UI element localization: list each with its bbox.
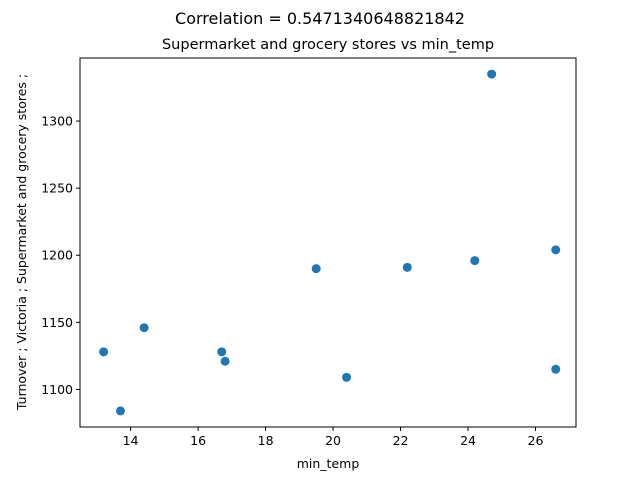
data-point (487, 69, 497, 79)
y-tick-label: 1100 (41, 382, 73, 397)
data-point (139, 323, 149, 333)
data-point (115, 406, 125, 416)
x-tick-label: 20 (325, 433, 341, 448)
x-tick-label: 26 (528, 433, 544, 448)
y-tick-label: 1200 (41, 248, 73, 263)
y-tick-label: 1300 (41, 114, 73, 129)
x-tick-label: 24 (460, 433, 476, 448)
chart-title: Supermarket and grocery stores vs min_te… (162, 37, 494, 53)
data-point (217, 347, 227, 357)
data-point (220, 356, 230, 366)
x-tick-label: 16 (190, 433, 206, 448)
y-tick-label: 1150 (41, 315, 73, 330)
data-point (311, 264, 321, 274)
data-point (470, 256, 480, 266)
data-point (551, 245, 561, 255)
x-tick-label: 14 (123, 433, 139, 448)
x-tick-label: 22 (393, 433, 409, 448)
data-point (402, 262, 412, 272)
plot-frame (79, 57, 577, 428)
data-point (551, 364, 561, 374)
x-tick-label: 18 (258, 433, 274, 448)
figure-suptitle: Correlation = 0.5471340648821842 (175, 9, 465, 28)
points-layer (99, 69, 561, 416)
ticks-layer: 14 16 18 20 22 24 26 1100 1150 1200 1250 1300 (41, 114, 543, 448)
data-point (99, 347, 109, 357)
y-tick-label: 1250 (41, 181, 73, 196)
x-axis-label: min_temp (297, 456, 360, 471)
y-axis-label: Turnover ; Victoria ; Supermarket and gr… (14, 74, 29, 411)
data-point (342, 372, 352, 382)
